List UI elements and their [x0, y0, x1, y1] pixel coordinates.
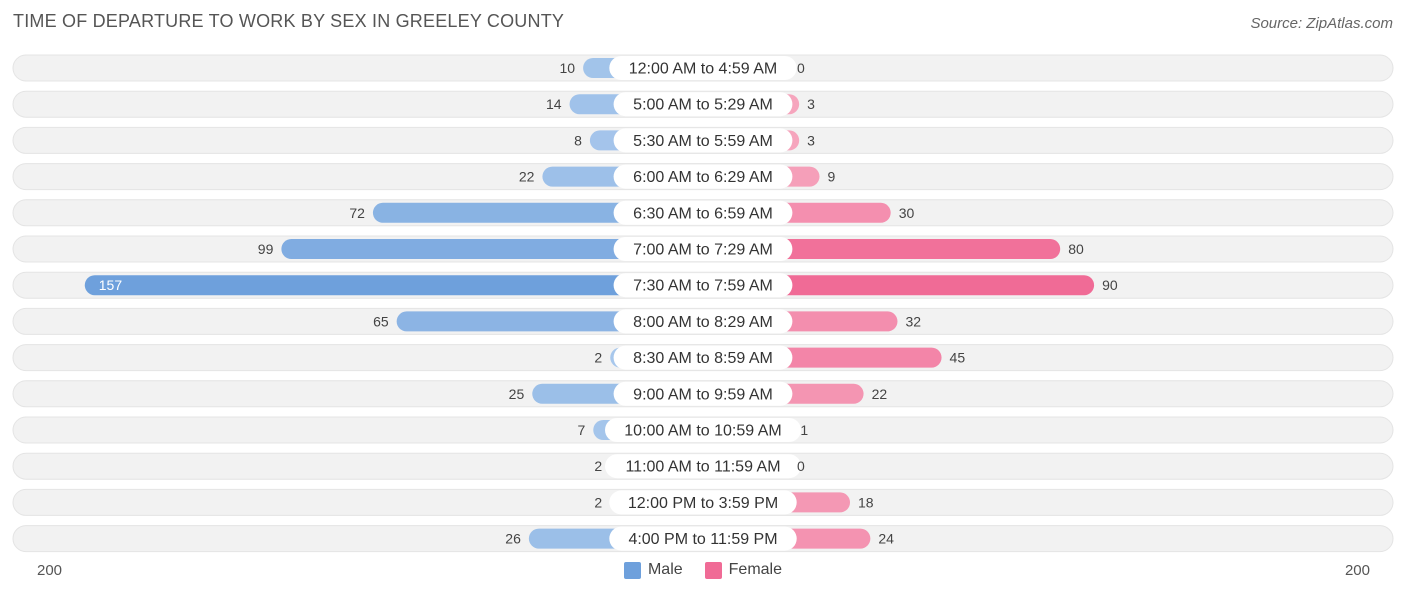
chart-title: TIME OF DEPARTURE TO WORK BY SEX IN GREE… [13, 11, 565, 31]
male-value-label: 8 [574, 132, 582, 148]
legend-swatch-male [623, 561, 641, 579]
category-label: 6:00 AM to 6:29 AM [633, 169, 773, 186]
male-value-label: 10 [560, 60, 576, 76]
category-label: 7:30 AM to 7:59 AM [633, 278, 773, 295]
category-label-pill [609, 526, 797, 551]
female-value-label: 1 [800, 422, 808, 438]
male-value-label: 2 [594, 350, 602, 366]
male-value-label: 26 [505, 531, 521, 547]
category-label: 12:00 AM to 4:59 AM [629, 61, 778, 78]
category-label: 11:00 AM to 11:59 AM [625, 459, 780, 476]
female-value-label: 3 [807, 132, 815, 148]
legend-swatch-female [704, 561, 722, 579]
category-label-pill [605, 454, 801, 479]
category-label-pill [609, 490, 797, 515]
male-value-label: 25 [509, 386, 525, 402]
category-label-pill [613, 92, 793, 117]
female-value-label: 22 [872, 386, 888, 402]
female-value-label: 32 [905, 313, 921, 329]
category-label: 12:00 PM to 3:59 PM [628, 495, 778, 512]
category-label-pill [613, 128, 793, 153]
male-value-label: 7 [577, 422, 585, 438]
female-value-label: 0 [797, 458, 805, 474]
male-value-label: 22 [519, 169, 535, 185]
category-label-pill [613, 273, 793, 298]
category-label: 9:00 AM to 9:59 AM [633, 386, 773, 403]
male-value-label: 72 [349, 205, 365, 221]
source-label: Source: ZipAtlas.com [1250, 15, 1393, 32]
category-label: 8:00 AM to 8:29 AM [633, 314, 773, 331]
male-value-label: 99 [258, 241, 274, 257]
female-value-label: 90 [1102, 277, 1118, 293]
female-bar [703, 239, 1061, 259]
category-label-pill [613, 345, 793, 370]
male-bar [84, 275, 703, 296]
category-label: 7:00 AM to 7:29 AM [633, 242, 773, 259]
female-value-label: 80 [1068, 241, 1084, 257]
category-label: 8:30 AM to 8:59 AM [633, 350, 773, 367]
category-label-pill [609, 56, 797, 80]
category-label: 5:30 AM to 5:59 AM [633, 133, 773, 150]
category-label-pill [613, 381, 793, 406]
category-label: 6:30 AM to 6:59 AM [633, 205, 773, 222]
male-value-label: 2 [594, 458, 602, 474]
male-bar [281, 239, 703, 259]
male-value-label: 14 [546, 96, 562, 112]
category-label: 4:00 PM to 11:59 PM [628, 531, 777, 548]
category-label-pill [613, 164, 793, 189]
legend-item-male: Male [623, 561, 683, 579]
female-value-label: 45 [950, 350, 966, 366]
female-value-label: 30 [899, 205, 915, 221]
legend-item-female: Female [704, 561, 783, 579]
male-value-label: 2 [594, 494, 602, 510]
category-label-pill [613, 309, 793, 334]
female-bar [703, 275, 1095, 296]
female-value-label: 9 [828, 169, 836, 185]
category-label-pill [613, 237, 793, 261]
female-value-label: 3 [807, 96, 815, 112]
category-label: 5:00 AM to 5:29 AM [633, 97, 773, 114]
legend-label-female: Female [728, 561, 783, 578]
category-label-pill [605, 418, 801, 442]
male-value-label: 157 [99, 277, 123, 293]
axis-right-label: 200 [1344, 562, 1370, 579]
legend-label-male: Male [647, 561, 683, 578]
category-label-pill [613, 200, 793, 225]
female-value-label: 0 [797, 60, 805, 76]
axis-left-label: 200 [37, 562, 63, 579]
male-value-label: 65 [373, 313, 389, 329]
category-label: 10:00 AM to 10:59 AM [624, 423, 781, 440]
female-value-label: 24 [878, 531, 894, 547]
female-value-label: 18 [858, 494, 874, 510]
legend: Male Female [0, 561, 1406, 579]
